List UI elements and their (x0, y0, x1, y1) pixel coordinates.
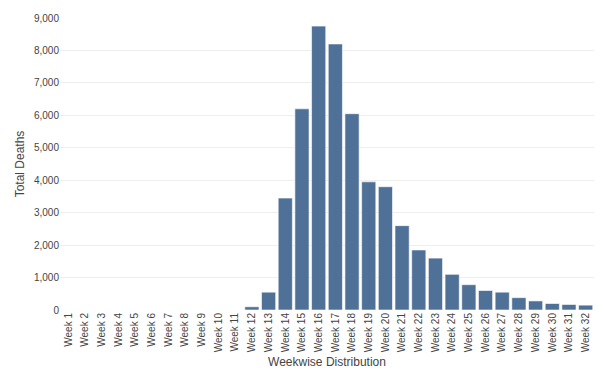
svg-text:7,000: 7,000 (34, 77, 59, 88)
svg-text:Week 12: Week 12 (246, 313, 257, 353)
svg-text:Week 5: Week 5 (129, 313, 140, 347)
svg-text:5,000: 5,000 (34, 142, 59, 153)
svg-text:9,000: 9,000 (34, 13, 59, 24)
svg-text:Week 26: Week 26 (480, 313, 491, 353)
svg-text:Total Deaths: Total Deaths (13, 131, 27, 198)
svg-text:Week 27: Week 27 (496, 313, 507, 353)
svg-text:Week 20: Week 20 (380, 313, 391, 353)
svg-text:Week 2: Week 2 (79, 313, 90, 347)
svg-text:Week 23: Week 23 (430, 313, 441, 353)
svg-text:8,000: 8,000 (34, 45, 59, 56)
svg-text:Week 7: Week 7 (163, 313, 174, 347)
svg-text:Week 19: Week 19 (363, 313, 374, 353)
svg-text:Week 11: Week 11 (229, 313, 240, 352)
svg-text:Week 32: Week 32 (580, 313, 591, 353)
svg-text:Week 21: Week 21 (396, 313, 407, 353)
svg-text:Week 15: Week 15 (296, 313, 307, 353)
svg-text:4,000: 4,000 (34, 175, 59, 186)
svg-text:Week 29: Week 29 (530, 313, 541, 353)
svg-text:Week 14: Week 14 (280, 313, 291, 353)
svg-text:Week 6: Week 6 (146, 313, 157, 347)
svg-text:1,000: 1,000 (34, 272, 59, 283)
svg-text:Week 25: Week 25 (463, 313, 474, 353)
svg-text:Week 24: Week 24 (446, 313, 457, 353)
svg-text:Week 31: Week 31 (563, 313, 574, 353)
svg-text:0: 0 (53, 305, 59, 316)
svg-text:6,000: 6,000 (34, 110, 59, 121)
svg-text:Week 28: Week 28 (513, 313, 524, 353)
svg-text:Week 16: Week 16 (313, 313, 324, 353)
svg-text:Week 10: Week 10 (213, 313, 224, 353)
svg-text:Week 4: Week 4 (113, 313, 124, 347)
svg-text:3,000: 3,000 (34, 207, 59, 218)
svg-text:Week 13: Week 13 (263, 313, 274, 353)
svg-text:Weekwise Distribution: Weekwise Distribution (268, 355, 386, 369)
svg-text:Week 3: Week 3 (96, 313, 107, 347)
svg-text:Week 9: Week 9 (196, 313, 207, 347)
svg-text:Week 17: Week 17 (330, 313, 341, 353)
svg-text:Week 1: Week 1 (63, 313, 74, 347)
svg-text:Week 22: Week 22 (413, 313, 424, 353)
svg-text:Week 30: Week 30 (547, 313, 558, 353)
svg-text:Week 8: Week 8 (179, 313, 190, 347)
svg-text:2,000: 2,000 (34, 240, 59, 251)
svg-text:Week 18: Week 18 (346, 313, 357, 353)
